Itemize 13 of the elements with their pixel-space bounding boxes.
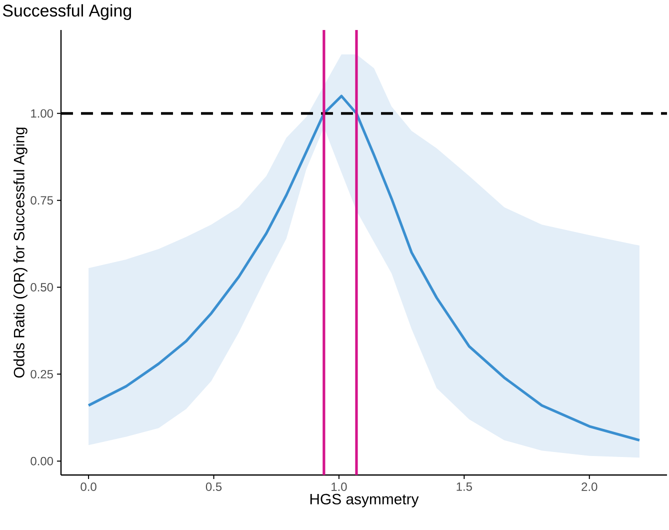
x-axis-title: HGS asymmetry <box>310 494 419 508</box>
x-tick-label: 1.0 <box>332 482 347 491</box>
y-tick-label: 0.50 <box>30 283 54 292</box>
x-tick-label: 0.0 <box>80 482 96 491</box>
y-tick-label: 0.00 <box>30 456 54 466</box>
y-tick-label: 0.75 <box>30 196 53 205</box>
x-tick-label: 1.5 <box>456 482 472 491</box>
chart-title: Successful Aging <box>2 4 131 20</box>
y-tick-label: 1.00 <box>31 109 54 118</box>
y-tick-label: 0.25 <box>30 370 53 378</box>
y-axis-title: Odds Ratio (OR) for Successful Aging <box>13 128 28 378</box>
x-tick-label: 0.5 <box>206 482 222 491</box>
x-tick-label: 2.0 <box>582 482 598 491</box>
